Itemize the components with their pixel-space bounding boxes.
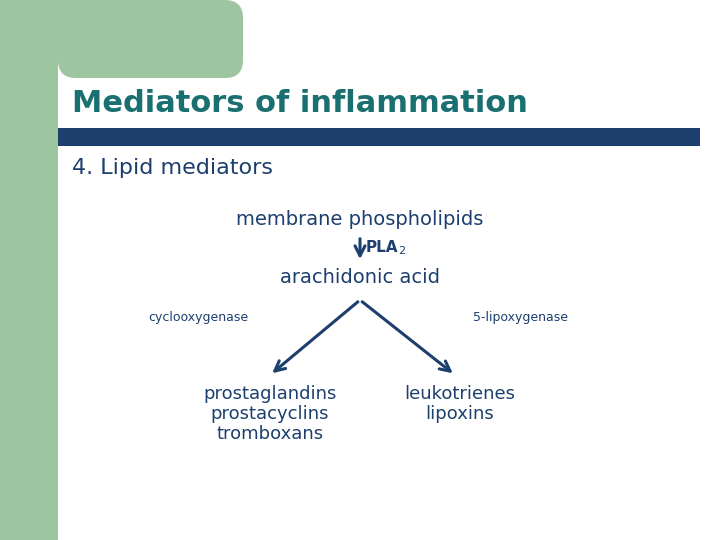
Text: 2: 2 (398, 246, 405, 256)
Text: tromboxans: tromboxans (217, 425, 323, 443)
Text: Mediators of inflammation: Mediators of inflammation (72, 89, 528, 118)
Text: cyclooxygenase: cyclooxygenase (148, 312, 248, 325)
FancyBboxPatch shape (58, 0, 118, 30)
Text: 4. Lipid mediators: 4. Lipid mediators (72, 158, 273, 178)
Text: prostacyclins: prostacyclins (211, 405, 329, 423)
Text: lipoxins: lipoxins (426, 405, 495, 423)
Text: membrane phospholipids: membrane phospholipids (236, 210, 484, 229)
FancyBboxPatch shape (58, 0, 243, 78)
FancyBboxPatch shape (58, 128, 700, 146)
Text: leukotrienes: leukotrienes (405, 385, 516, 403)
FancyBboxPatch shape (0, 0, 58, 540)
Text: 5-lipoxygenase: 5-lipoxygenase (472, 312, 567, 325)
Text: PLA: PLA (366, 240, 398, 255)
Text: arachidonic acid: arachidonic acid (280, 268, 440, 287)
Text: prostaglandins: prostaglandins (203, 385, 337, 403)
